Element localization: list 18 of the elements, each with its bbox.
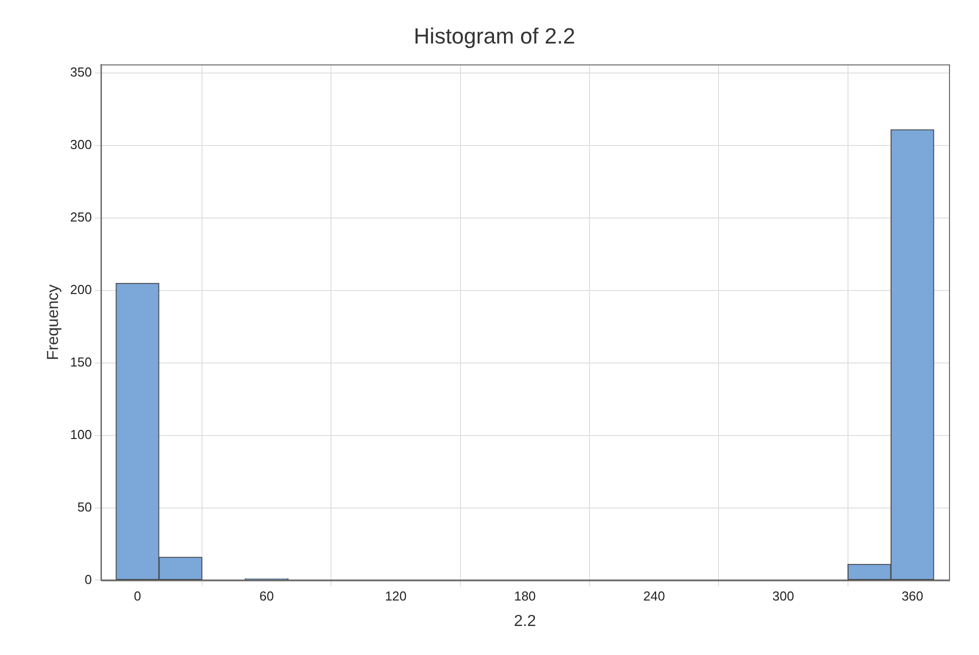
y-tick-label: 350 <box>70 64 92 80</box>
y-tick-label: 0 <box>84 572 92 587</box>
x-tick-label: 300 <box>772 588 794 604</box>
y-tick-label: 100 <box>70 426 92 442</box>
x-tick-label: 120 <box>384 588 407 604</box>
x-tick-label: 0 <box>134 588 142 604</box>
y-tick-label: 50 <box>77 499 92 514</box>
x-tick-label: 180 <box>514 588 536 604</box>
y-tick-label: 200 <box>70 282 92 298</box>
x-tick-label: 60 <box>259 588 274 604</box>
x-tick-label: 240 <box>643 588 665 604</box>
chart-title: Histogram of 2.2 <box>414 23 576 48</box>
x-axis-title: 2.2 <box>514 612 536 630</box>
x-tick-label: 360 <box>902 588 924 604</box>
y-tick-label: 300 <box>70 137 92 152</box>
y-axis-title: Frequency <box>45 284 62 360</box>
y-tick-label: 150 <box>70 354 92 370</box>
y-tick-label: 250 <box>70 210 92 225</box>
